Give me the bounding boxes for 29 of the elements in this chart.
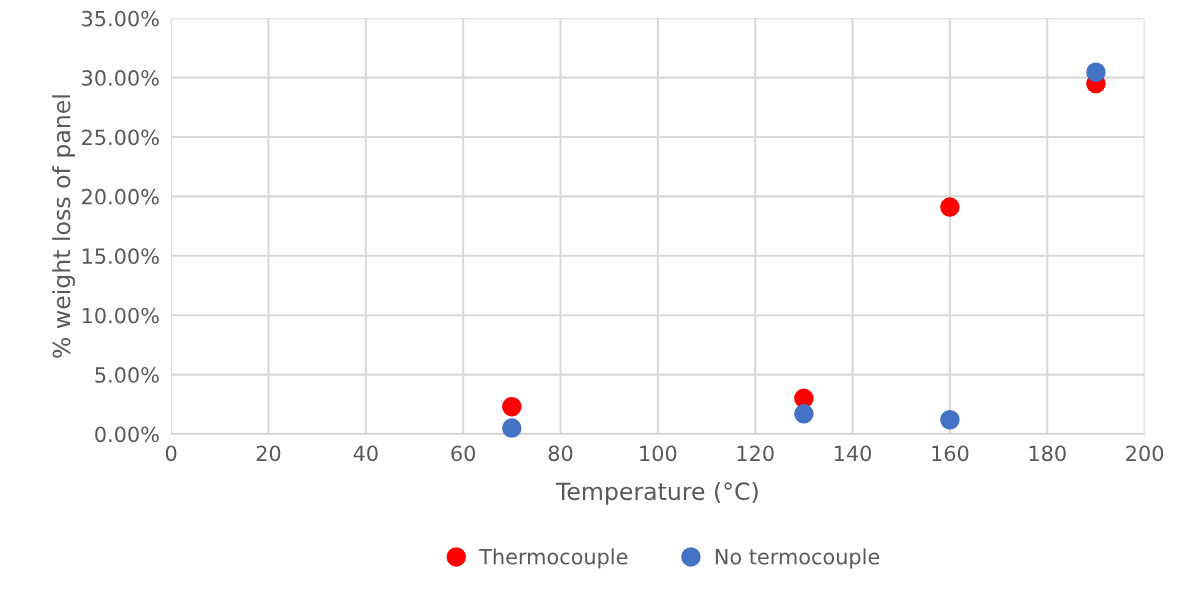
point — [940, 197, 960, 217]
x-tick-label: 120 — [737, 445, 774, 462]
y-tick-label: 0.00% — [95, 426, 159, 443]
x-tick-label: 0 — [165, 445, 177, 462]
x-tick-label: 20 — [256, 445, 281, 462]
x-tick-label: 200 — [1126, 445, 1164, 462]
y-tick-label: 10.00% — [82, 307, 159, 324]
y-tick-label: 25.00% — [82, 129, 159, 146]
y-tick-label: 35.00% — [82, 10, 159, 27]
x-tick-label: 140 — [834, 445, 872, 462]
x-tick-label: 180 — [1029, 445, 1066, 462]
y-tick-label: 30.00% — [82, 70, 159, 86]
legend-label: No termocouple — [715, 548, 880, 569]
x-tick-label: 100 — [640, 445, 677, 462]
x-axis-title: Temperature (°C) — [555, 481, 758, 505]
y-axis-title: % weight loss of panel — [52, 95, 75, 358]
point — [1086, 62, 1106, 83]
y-tick-label: 15.00% — [82, 248, 159, 265]
x-tick-label: 60 — [451, 445, 476, 462]
y-tick-label: 20.00% — [82, 188, 159, 205]
point — [794, 404, 814, 424]
point — [502, 396, 522, 417]
x-tick-label: 40 — [353, 445, 378, 462]
y-tick-label: 5.00% — [95, 367, 159, 383]
x-tick-label: 80 — [548, 445, 573, 462]
legend-label: Thermocouple — [479, 548, 628, 569]
point — [940, 409, 960, 430]
point — [502, 418, 522, 438]
x-tick-label: 160 — [932, 445, 969, 462]
